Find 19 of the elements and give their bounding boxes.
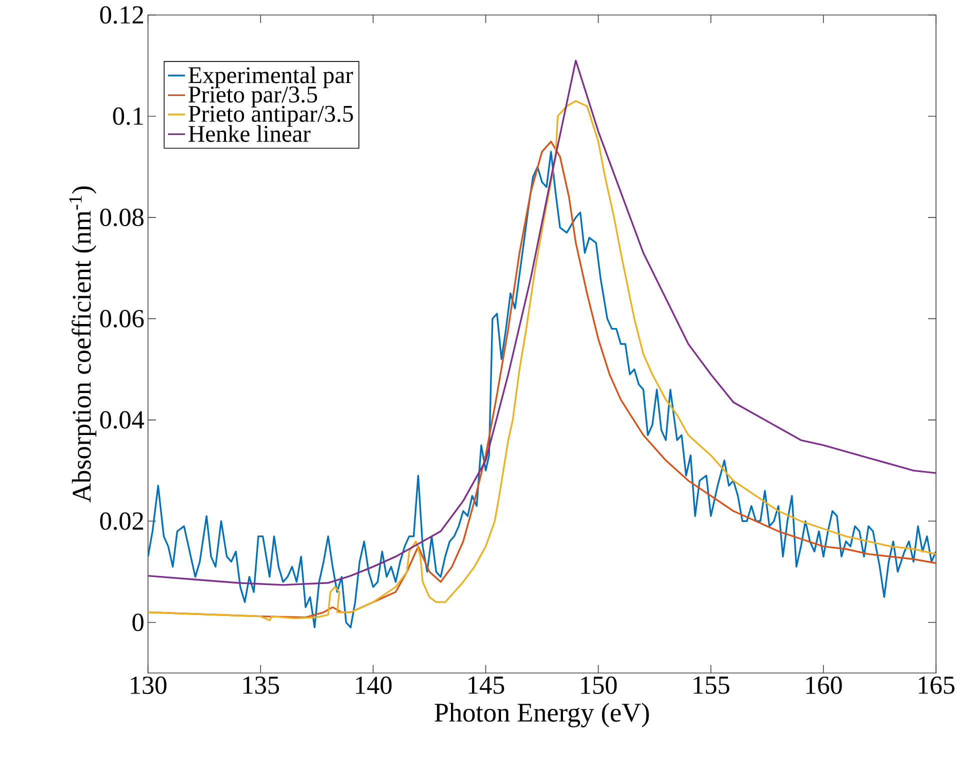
x-tick-label: 135 <box>243 676 279 694</box>
y-tick-label: 0.12 <box>100 6 144 24</box>
x-tick-label: 160 <box>806 676 842 694</box>
legend-label: Experimental par <box>188 66 353 88</box>
y-tick-label: 0.02 <box>100 512 144 530</box>
x-tick-label: 140 <box>356 676 392 694</box>
y-tick-label: 0.04 <box>100 411 144 429</box>
x-tick-label: 130 <box>130 676 166 694</box>
x-tick-label: 165 <box>918 676 954 694</box>
y-axis-title: Absorption coefficient (nm$^{-1}$) <box>69 186 96 502</box>
x-tick-label: 155 <box>694 676 730 694</box>
y-tick-label: 0.08 <box>100 208 144 226</box>
x-axis-title: Photon Energy (eV) <box>434 702 649 728</box>
x-tick-label: 145 <box>468 676 504 694</box>
y-tick-label: 0.06 <box>100 310 144 328</box>
y-tick-label: 0 <box>132 614 144 632</box>
legend-label: Henke linear <box>188 125 310 142</box>
y-tick-label: 0.1 <box>113 107 143 126</box>
x-tick-label: 150 <box>581 676 617 694</box>
